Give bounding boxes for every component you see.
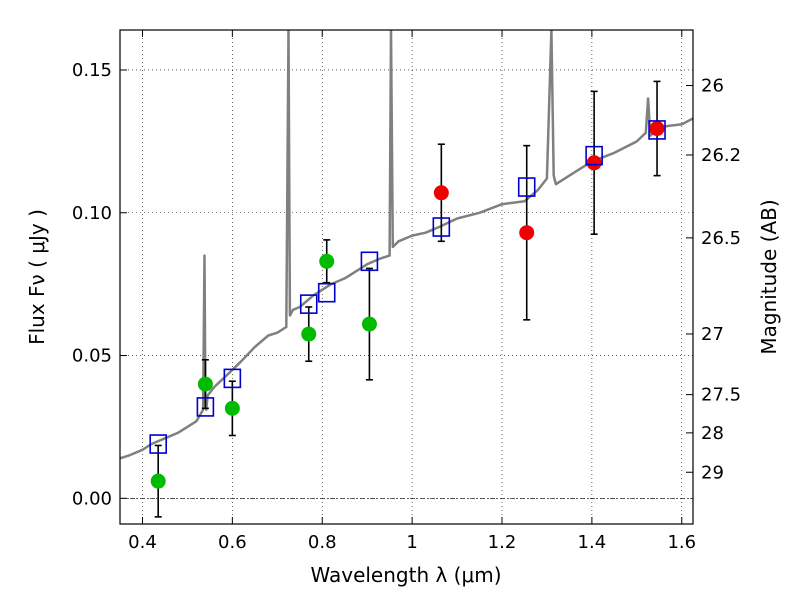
spectrum-layer xyxy=(120,30,693,460)
spectrum-line xyxy=(120,30,693,460)
green-point xyxy=(224,400,240,416)
x-tick-label: 0.8 xyxy=(308,532,337,553)
x-tick-label: 1.6 xyxy=(667,532,696,553)
y2-tick-label: 29 xyxy=(701,462,724,483)
green-points-layer xyxy=(150,253,377,489)
model-box xyxy=(317,282,336,303)
axes: 0.4 0.6 0.8 1 1.2 1.4 1.6 0.00 0.05 0.10 0.15 26 26.… xyxy=(72,30,741,553)
x-tick-label: 1.4 xyxy=(578,532,607,553)
red-point xyxy=(649,121,665,137)
x-tick-label: 0.4 xyxy=(128,532,157,553)
plot-background xyxy=(120,30,693,524)
y-tick-label: 0.00 xyxy=(72,488,112,509)
y2-tick-label: 27 xyxy=(701,324,724,345)
y2-tick-label: 26.5 xyxy=(701,228,741,249)
green-point xyxy=(150,473,166,489)
y-tick-label: 0.10 xyxy=(72,203,112,224)
green-point xyxy=(319,253,335,269)
model-box xyxy=(585,145,603,166)
model-box-layer xyxy=(149,120,666,454)
red-point xyxy=(586,155,602,171)
x-axis-label: Wavelength λ (μm) xyxy=(310,563,501,587)
red-point xyxy=(433,185,449,201)
green-point xyxy=(197,376,213,392)
plot-frame xyxy=(119,29,694,525)
model-box xyxy=(223,368,242,389)
model-box xyxy=(517,177,536,197)
model-box xyxy=(432,217,451,237)
red-points-layer xyxy=(433,121,665,241)
y2-tick-label: 26.2 xyxy=(701,145,741,166)
y2-tick-label: 27.5 xyxy=(701,385,741,406)
y-tick-label: 0.15 xyxy=(72,60,112,81)
red-point xyxy=(519,225,535,241)
green-point xyxy=(361,316,377,332)
x-tick-label: 1.2 xyxy=(488,532,517,553)
x-tick-label: 1 xyxy=(406,532,417,553)
model-box xyxy=(360,251,379,272)
grid xyxy=(120,30,693,524)
model-box xyxy=(648,120,666,140)
y-axis-label: Flux Fν ( μJy ) xyxy=(25,209,49,345)
y2-tick-label: 28 xyxy=(701,423,724,444)
x-tick-label: 0.6 xyxy=(218,532,247,553)
y2-tick-label: 26 xyxy=(701,76,724,97)
green-point xyxy=(301,326,317,342)
y2-axis-label: Magnitude (AB) xyxy=(757,199,781,354)
model-box xyxy=(196,397,215,417)
y-tick-label: 0.05 xyxy=(72,346,112,367)
model-box xyxy=(299,294,318,314)
model-box xyxy=(149,434,167,454)
